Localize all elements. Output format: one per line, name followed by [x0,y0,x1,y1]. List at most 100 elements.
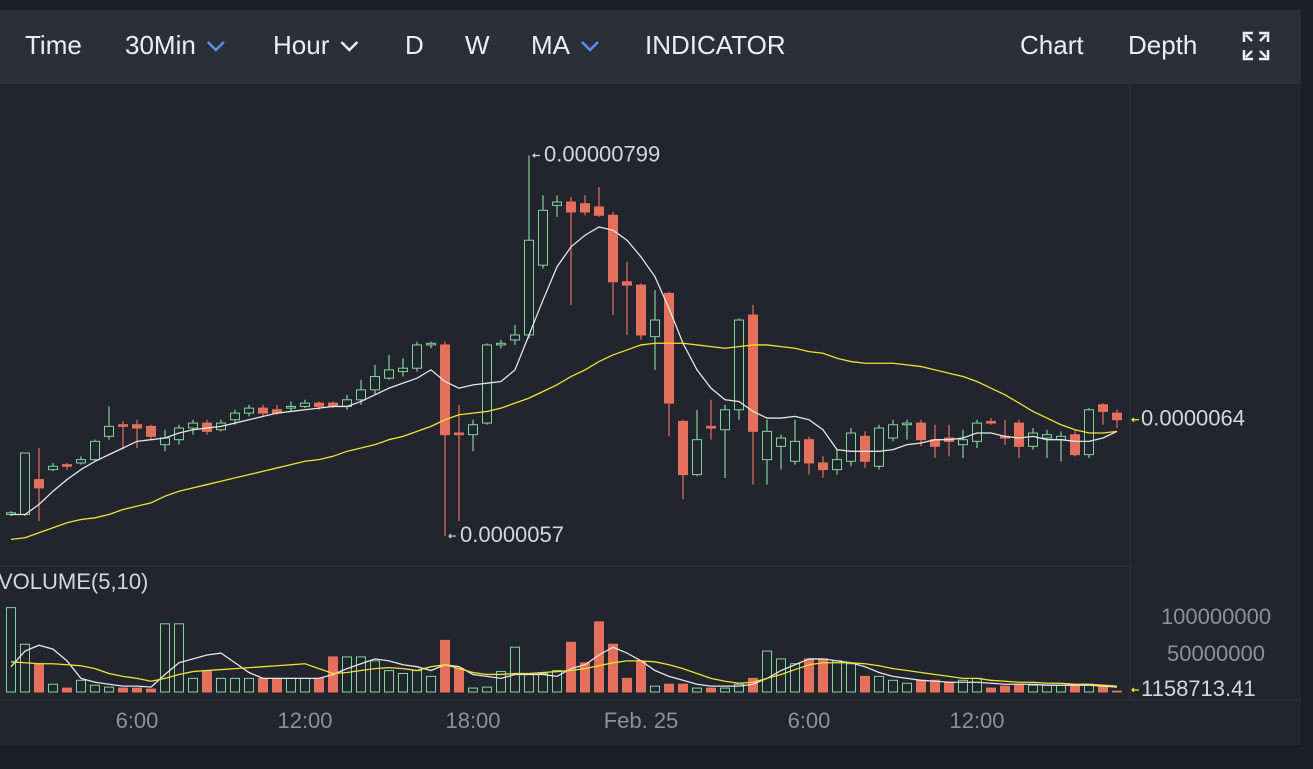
candle-body [1028,432,1038,447]
candle-body [230,412,240,421]
candle-body [720,409,730,431]
volume-bar [118,687,128,693]
candle-body [776,437,786,447]
candle-body [818,462,828,471]
volume-bar [1112,690,1122,693]
candle-body [902,422,912,426]
candle-body [1014,422,1024,447]
volume-bar [258,677,268,693]
toolbar-item[interactable]: 30Min [125,30,196,60]
toolbar-item[interactable]: MA [531,30,571,60]
candle-body [188,422,198,429]
candle-body [678,420,688,476]
volume-bar [664,683,674,693]
volume-bar [552,670,562,693]
candle-body [524,239,534,336]
dropdown-arrow [340,41,359,52]
volume-bar [594,621,604,693]
volume-bar [524,672,534,693]
candle-body [104,425,114,437]
toolbar-item[interactable]: D [405,30,424,60]
candle-body [748,314,758,432]
toolbar-item[interactable]: Time [25,30,82,60]
volume-bar [286,677,296,693]
candle-body [552,201,562,206]
volume-bar [622,677,632,693]
volume-bar [6,607,16,693]
volume-bar [1028,684,1038,693]
volume-bar [272,677,282,693]
candle-body [258,407,268,414]
volume-bar [62,687,72,693]
candle-body [832,459,842,471]
candle-body [1070,434,1080,456]
toolbar-item[interactable]: Chart [1020,30,1084,60]
candle-body [762,430,772,461]
volume-bar [412,670,422,693]
candle-body [398,367,408,373]
candle-body [622,281,632,286]
volume-bar [986,687,996,693]
candle-body [384,369,394,379]
volume-bar [48,683,58,693]
volume-bar [496,671,506,693]
candle-body [804,439,814,464]
volume-bar [34,663,44,693]
candle-body [1098,404,1108,412]
candle-body [356,389,366,401]
volume-bar [174,623,184,693]
candle-body [734,319,744,411]
volume-bar [132,687,142,693]
volume-bar [636,661,646,693]
volume-bar [482,686,492,693]
pointer-arrow [1131,417,1139,423]
toolbar-item[interactable]: Depth [1128,30,1197,60]
volume-bar [734,683,744,693]
volume-bar [384,670,394,693]
candle-body [958,439,968,446]
volume-bar [916,679,926,693]
volume-bar [972,677,982,693]
candle-body [650,319,660,338]
candle-body [790,440,800,462]
candle-body [454,432,464,436]
x-tick-label: 6:00 [788,708,831,733]
volume-bar [188,677,198,693]
toolbar-item[interactable]: Hour [273,30,330,60]
candle-body [286,405,296,409]
volume-bar [650,685,660,693]
candle-body [566,201,576,213]
candle-body [76,459,86,464]
volume-bar [90,684,100,693]
candle-body [48,465,58,471]
y-tick-label: 100000000 [1161,604,1271,629]
ma-line [10,342,1118,541]
candle-body [986,420,996,424]
volume-bar [20,643,30,693]
candle-body [90,440,100,461]
candle-body [972,422,982,442]
candle-body [636,284,646,336]
candle-body [692,439,702,476]
candle-body [1112,412,1122,421]
candle-body [300,402,310,407]
fullscreen-icon[interactable] [1242,31,1270,61]
volume-bar [874,675,884,693]
candle-body [916,422,926,441]
volume-bar [902,682,912,693]
fullscreen-glyph [1242,31,1270,61]
candle-body [594,206,604,216]
volume-bar [1000,685,1010,693]
volume-bar [720,687,730,693]
toolbar-item[interactable]: W [465,30,490,60]
candle-body [34,479,44,489]
pointer-arrow [448,533,456,539]
candle-body [468,424,478,436]
pointer-arrow [1131,687,1139,693]
volume-bar [146,688,156,693]
candle-body [874,427,884,467]
candle-body [132,424,142,429]
toolbar-item[interactable]: INDICATOR [645,30,786,60]
x-tick-label: Feb. 25 [604,708,679,733]
volume-bar [160,623,170,693]
